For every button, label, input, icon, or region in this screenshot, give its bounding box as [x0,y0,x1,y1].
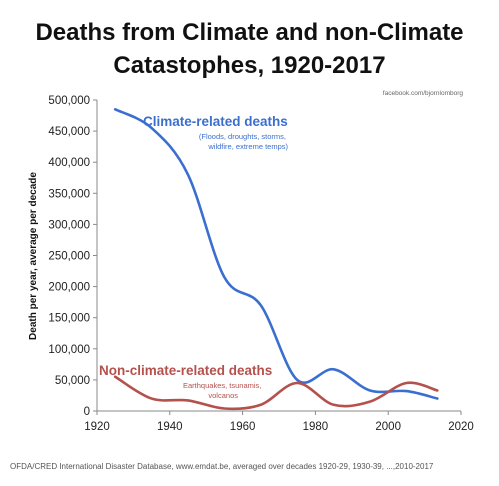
series-layer [113,108,439,411]
y-tick-label: 0 [84,406,90,418]
x-tick-label: 1980 [303,421,329,433]
y-tick-label: 150,000 [48,313,90,325]
chart-title-line-1: Deaths from Climate and non-Climate [35,19,464,46]
y-tick-label: 50,000 [55,375,90,387]
annotations: Climate-related deaths (Floods, droughts… [99,114,288,400]
climate-series-note-2: wildfire, extreme temps) [207,142,288,151]
source-note: OFDA/CRED International Disaster Databas… [10,462,434,471]
y-tick-label: 350,000 [48,188,90,200]
climate-series-label: Climate-related deaths [143,114,288,129]
climate-deaths-line [113,108,439,400]
y-tick-label: 500,000 [48,95,90,107]
x-tick-label: 2000 [375,421,401,433]
x-tick-label: 1940 [157,421,183,433]
x-ticks: 1920 1940 1960 1980 2000 2020 [84,411,474,433]
chart-title-line-2: Catastophes, 1920-2017 [113,52,386,79]
x-tick-label: 1920 [84,421,110,433]
credit-label: facebook.com/bjornlomborg [383,90,464,97]
climate-series-note-1: (Floods, droughts, storms, [199,132,286,141]
y-tick-label: 400,000 [48,157,90,169]
y-tick-label: 200,000 [48,282,90,294]
y-tick-label: 250,000 [48,251,90,263]
y-tick-label: 100,000 [48,344,90,356]
non-climate-series-note-2: volcanos [208,391,238,400]
y-tick-label: 300,000 [48,219,90,231]
y-axis-label: Death per year, average per decade [28,172,39,340]
chart-title: Deaths from Climate and non-Climate Cata… [0,16,499,82]
x-tick-label: 1960 [230,421,256,433]
y-ticks: 0 50,000 100,000 150,000 200,000 250,000 300,0… [48,95,97,418]
y-tick-label: 450,000 [48,126,90,138]
non-climate-series-label: Non-climate-related deaths [99,363,272,378]
non-climate-deaths-line [113,375,439,411]
x-tick-label: 2020 [448,421,474,433]
non-climate-series-note-1: Earthquakes, tsunamis, [183,381,261,390]
